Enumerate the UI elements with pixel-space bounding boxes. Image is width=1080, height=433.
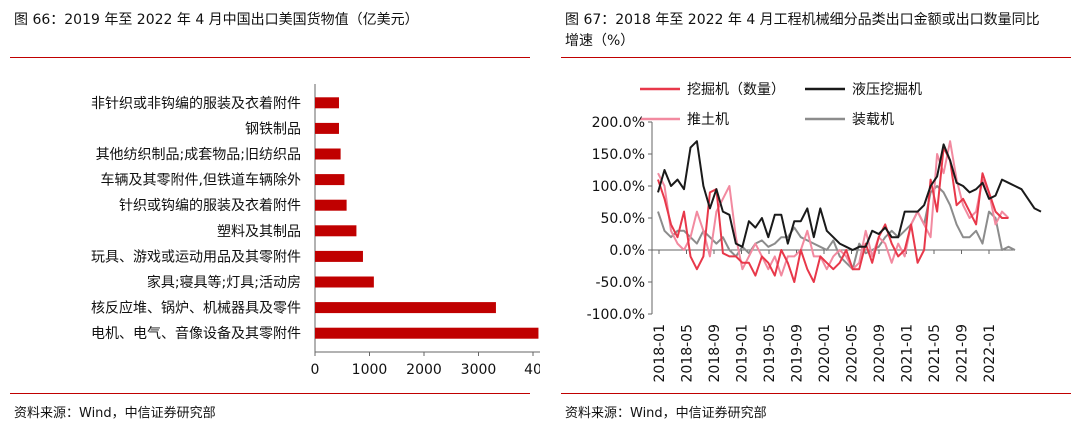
series-line	[657, 185, 1016, 271]
category-label: 塑料及其制品	[217, 224, 301, 240]
category-label: 其他纺织制品;成套物品;旧纺织品	[96, 147, 301, 163]
right-panel: 图 67：2018 年至 2022 年 4 月工程机械细分品类出口金额或出口数量…	[555, 0, 1080, 433]
legend-label: 挖掘机（数量）	[687, 82, 785, 98]
line-x-tick-label: 2021-05	[927, 324, 943, 383]
left-panel: 图 66：2019 年至 2022 年 4 月中国出口美国货物值（亿美元） 非针…	[10, 12, 540, 421]
series-line	[657, 146, 1009, 283]
series-line	[657, 140, 1010, 277]
left-source-note: 资料来源：Wind，中信证券研究部	[14, 406, 216, 421]
category-label: 非针织或非钩编的服装及衣着附件	[91, 96, 301, 112]
bar	[315, 302, 496, 314]
line-y-tick-label: 150.0%	[592, 147, 645, 163]
category-label: 针织或钩编的服装及衣着附件	[119, 198, 301, 214]
right-source-rule	[561, 393, 1071, 394]
bar-x-tick-label: 40	[524, 362, 540, 378]
bar-x-tick-label: 3000	[461, 362, 497, 378]
bar	[315, 327, 539, 339]
line-x-tick-label: 2020-05	[845, 324, 861, 383]
category-label: 电机、电气、音像设备及其零附件	[91, 325, 301, 342]
legend-label: 推土机	[687, 112, 729, 128]
line-y-tick-label: 100.0%	[592, 179, 645, 195]
bar-chart: 非针织或非钩编的服装及衣着附件钢铁制品其他纺织制品;成套物品;旧纺织品车辆及其零…	[91, 84, 540, 378]
line-y-tick-label: 50.0%	[601, 211, 645, 227]
line-x-tick-label: 2020-01	[817, 324, 833, 383]
bar-x-tick-label: 1000	[352, 362, 388, 378]
category-label: 玩具、游戏或运动用品及其零附件	[91, 249, 301, 265]
right-chart-title: 图 67：2018 年至 2022 年 4 月工程机械细分品类出口金额或出口数量…	[565, 12, 1040, 49]
bar	[315, 122, 339, 134]
line-y-tick-label: -100.0%	[587, 307, 645, 323]
bar	[315, 250, 363, 262]
bar-x-tick-label: 2000	[406, 362, 442, 378]
line-x-tick-label: 2021-09	[955, 324, 971, 383]
line-x-tick-label: 2019-09	[790, 324, 806, 383]
bar	[315, 174, 345, 186]
line-x-tick-label: 2019-01	[735, 324, 751, 383]
bar-x-tick-label: 0	[311, 362, 320, 378]
category-label: 钢铁制品	[245, 121, 301, 137]
right-title-rule	[561, 57, 1071, 58]
legend-label: 液压挖掘机	[852, 82, 922, 98]
line-x-tick-label: 2021-01	[900, 324, 916, 383]
line-y-tick-label: 0.0%	[609, 243, 645, 259]
line-y-tick-label: 200.0%	[592, 115, 645, 131]
left-title-rule	[10, 57, 530, 58]
line-x-tick-label: 2022-01	[982, 324, 998, 383]
bar	[315, 276, 374, 288]
line-x-tick-label: 2019-05	[762, 324, 778, 383]
line-x-tick-label: 2018-09	[707, 324, 723, 383]
bar	[315, 199, 347, 211]
line-y-tick-label: -50.0%	[595, 275, 645, 291]
bar	[315, 225, 357, 237]
left-source-rule	[10, 393, 530, 394]
bar	[315, 148, 341, 160]
line-x-tick-label: 2020-09	[872, 324, 888, 383]
left-chart-title: 图 66：2019 年至 2022 年 4 月中国出口美国货物值（亿美元）	[14, 12, 419, 28]
line-x-tick-label: 2018-05	[680, 324, 696, 383]
bar	[315, 97, 339, 109]
right-source-note: 资料来源：Wind，中信证券研究部	[565, 406, 767, 421]
series-line	[657, 140, 1042, 251]
line-x-tick-label: 2018-01	[652, 324, 668, 383]
legend-label: 装载机	[852, 112, 894, 128]
category-label: 核反应堆、锅炉、机械器具及零件	[91, 300, 301, 317]
category-label: 车辆及其零附件,但铁道车辆除外	[101, 172, 301, 189]
category-label: 家具;寝具等;灯具;活动房	[147, 274, 301, 291]
